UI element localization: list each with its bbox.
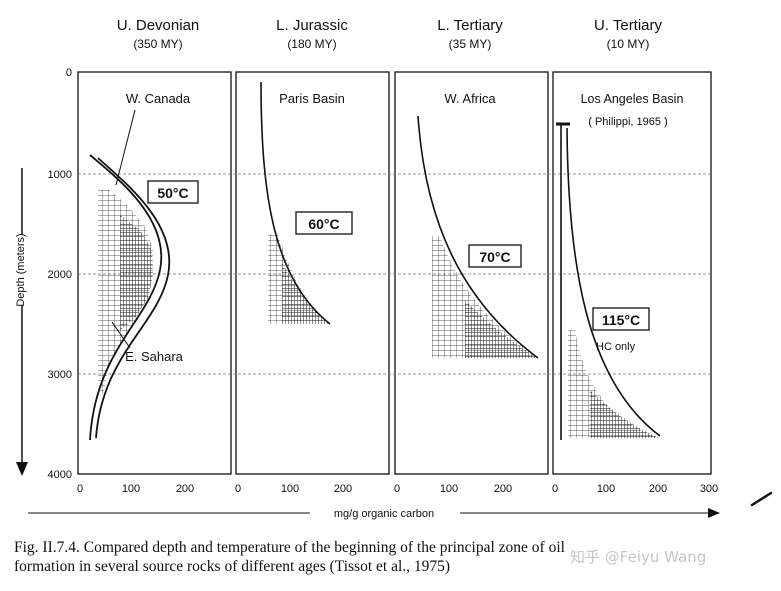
svg-text:0: 0: [552, 483, 558, 495]
svg-text:0: 0: [77, 483, 83, 495]
down-arrow-icon: [16, 462, 28, 476]
temp-label-60: 60°C: [308, 216, 339, 232]
paris-basin-curve: [260, 81, 331, 325]
temp-box-70: [468, 244, 522, 268]
temp-label-70: 70°C: [479, 249, 510, 265]
panel-1-years: (350 MY): [133, 37, 182, 51]
y-axis: Depth (meters) 0 1000 2000 3000 4000: [15, 67, 72, 481]
temp-box-60: [295, 211, 353, 235]
y-axis-label: Depth (meters): [15, 233, 27, 306]
panel-4-plot: Los Angeles Basin ( Philippi, 1965 ) 115…: [556, 92, 683, 440]
caption-line-2: formation in several source rocks of dif…: [14, 558, 451, 575]
panel-1-frame: [77, 71, 232, 475]
hc-only-note: HC only: [596, 341, 636, 353]
panel-1-age: U. Devonian: [117, 17, 200, 34]
panel-3-years: (35 MY): [449, 37, 492, 51]
panel-4-age: U. Tertiary: [594, 17, 663, 34]
panel-2-years: (180 MY): [287, 37, 336, 51]
location-e-sahara: E. Sahara: [125, 349, 184, 364]
panel-frames: [77, 71, 712, 475]
x-axis: mg/g organic carbon: [28, 491, 773, 520]
y-tick-3000: 3000: [48, 369, 72, 381]
figure-caption: Fig. II.7.4. Compared depth and temperat…: [14, 538, 774, 576]
y-tick-1000: 1000: [48, 169, 72, 181]
temp-box-115: [592, 307, 650, 331]
panel-4-frame: [552, 71, 712, 475]
svg-text:0: 0: [235, 483, 241, 495]
x-axis-label: mg/g organic carbon: [334, 508, 434, 520]
location-w-canada: W. Canada: [126, 91, 191, 106]
svg-text:100: 100: [281, 483, 299, 495]
w-africa-curve: [417, 115, 539, 359]
caption-line-1: Fig. II.7.4. Compared depth and temperat…: [14, 539, 565, 556]
panel-2-age: L. Jurassic: [276, 17, 348, 34]
panel-3-frame: [394, 71, 549, 475]
temp-label-50: 50°C: [157, 185, 188, 201]
right-arrow-icon: [708, 508, 720, 518]
temp-label-115: 115°C: [602, 312, 640, 328]
panel-3-plot: W. Africa 70°C: [417, 91, 539, 359]
svg-text:200: 200: [494, 483, 512, 495]
svg-text:200: 200: [334, 483, 352, 495]
source-philippi: ( Philippi, 1965 ): [588, 116, 668, 128]
panel-4-years: (10 MY): [607, 37, 650, 51]
panel-headings: U. Devonian (350 MY) L. Jurassic (180 MY…: [117, 17, 663, 51]
depth-gridlines: [78, 173, 711, 375]
svg-text:300: 300: [700, 483, 718, 495]
y-tick-4000: 4000: [48, 469, 72, 481]
svg-text:200: 200: [649, 483, 667, 495]
y-tick-2000: 2000: [48, 269, 72, 281]
panel-1-plot: W. Canada E. Sahara 50°C: [89, 91, 199, 441]
x-ticks: 0 100 200 0 100 200 0 100 200 0 100 200 …: [77, 483, 718, 495]
panel-3-age: L. Tertiary: [437, 17, 503, 34]
panel-2-plot: Paris Basin 60°C: [260, 81, 353, 325]
depth-temperature-figure: U. Devonian (350 MY) L. Jurassic (180 MY…: [15, 17, 773, 520]
svg-text:200: 200: [176, 483, 194, 495]
panel-2-frame: [235, 71, 390, 475]
los-angeles-curve: [566, 127, 661, 437]
pen-mark: [750, 491, 773, 507]
y-tick-0: 0: [66, 67, 72, 79]
svg-text:100: 100: [597, 483, 615, 495]
temp-box-50: [147, 180, 199, 204]
w-canada-curve: [89, 154, 163, 441]
svg-text:100: 100: [440, 483, 458, 495]
svg-text:100: 100: [122, 483, 140, 495]
location-paris-basin: Paris Basin: [279, 91, 345, 106]
e-sahara-curve: [95, 157, 171, 439]
svg-text:0: 0: [394, 483, 400, 495]
location-los-angeles: Los Angeles Basin: [581, 92, 684, 106]
watermark: 知乎 @Feiyu Wang: [570, 548, 707, 566]
location-w-africa: W. Africa: [444, 91, 496, 106]
